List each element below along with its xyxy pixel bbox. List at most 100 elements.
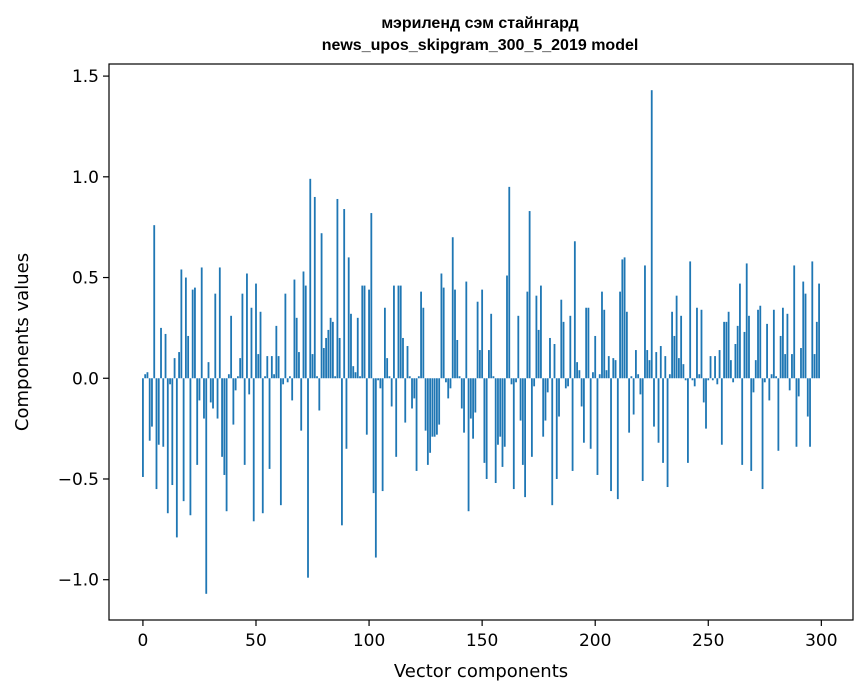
bar (815, 321, 818, 379)
bar (151, 378, 153, 427)
bar (320, 233, 323, 379)
bar (171, 378, 174, 486)
bar (205, 378, 208, 594)
bar (524, 378, 526, 498)
bar (160, 327, 162, 379)
bar (729, 360, 732, 379)
bar (612, 358, 615, 379)
bar (237, 376, 239, 379)
bar (300, 378, 303, 431)
bar (813, 354, 816, 379)
bar (390, 378, 393, 407)
bar (157, 378, 160, 445)
bar (307, 378, 309, 578)
bar (370, 213, 373, 379)
y-axis: −1.0 −0.5 0.0 0.5 1.0 1.5 (58, 67, 109, 591)
bar (148, 378, 151, 441)
bar (497, 378, 499, 445)
bar (436, 378, 438, 435)
bar (494, 378, 497, 484)
bar (709, 356, 712, 379)
bar (203, 378, 205, 419)
bar (766, 323, 768, 379)
bar (696, 307, 698, 379)
bar (492, 376, 495, 379)
bar (397, 285, 400, 379)
bar (806, 378, 809, 417)
bar (809, 378, 811, 447)
bar (463, 378, 465, 433)
y-tick-label: 0.5 (72, 269, 99, 289)
bar (372, 378, 375, 494)
bar (739, 283, 741, 379)
bar (768, 378, 771, 401)
bar (818, 283, 820, 379)
x-tick-label: 150 (466, 631, 498, 651)
bar (707, 378, 710, 381)
bar (542, 378, 545, 437)
bar (804, 293, 807, 379)
bar (646, 350, 649, 379)
bar (488, 350, 490, 379)
bar (795, 378, 798, 447)
bar (564, 378, 567, 389)
bar (734, 344, 737, 379)
bar (465, 281, 468, 379)
bar (422, 307, 425, 379)
bar (632, 378, 635, 415)
bar (582, 378, 585, 443)
bar (144, 374, 147, 379)
bar (763, 378, 766, 383)
bar (745, 263, 748, 379)
bar (216, 378, 219, 419)
bar (664, 356, 667, 379)
bar (485, 378, 488, 479)
bar (212, 378, 214, 409)
bar (363, 285, 366, 379)
bar (273, 374, 275, 379)
x-tick-label: 200 (579, 631, 611, 651)
x-tick-label: 50 (245, 631, 267, 651)
bar (261, 378, 264, 514)
bar (576, 362, 579, 379)
bar (802, 281, 805, 379)
y-tick-label: −1.0 (58, 571, 99, 591)
bar (347, 257, 350, 379)
x-axis-label: Vector components (394, 661, 568, 682)
bar (490, 313, 493, 379)
bar (673, 335, 676, 379)
bar (415, 378, 418, 471)
x-tick-label: 100 (353, 631, 385, 651)
bar (289, 376, 291, 379)
bar (467, 378, 470, 512)
bar (354, 372, 357, 379)
bar (399, 285, 402, 379)
bar (687, 378, 689, 463)
bar (365, 378, 368, 435)
bar (155, 378, 158, 490)
bar (255, 283, 257, 379)
bar (230, 315, 233, 379)
bar (433, 378, 436, 437)
bar (800, 348, 802, 379)
bar (750, 378, 753, 471)
bar (725, 321, 728, 379)
bar (388, 376, 391, 379)
bar (246, 273, 248, 379)
bar (359, 376, 361, 379)
bar (429, 378, 432, 453)
bar (772, 309, 775, 379)
bar (601, 291, 603, 379)
bar (598, 374, 601, 379)
bar (623, 257, 626, 379)
bar (270, 356, 273, 379)
bar (639, 378, 642, 395)
bar (666, 378, 669, 488)
bar (650, 90, 653, 379)
bar (596, 378, 599, 475)
bar (408, 376, 411, 379)
bar (779, 335, 782, 379)
bar (625, 311, 628, 379)
bar (368, 289, 370, 379)
bar (653, 378, 655, 427)
